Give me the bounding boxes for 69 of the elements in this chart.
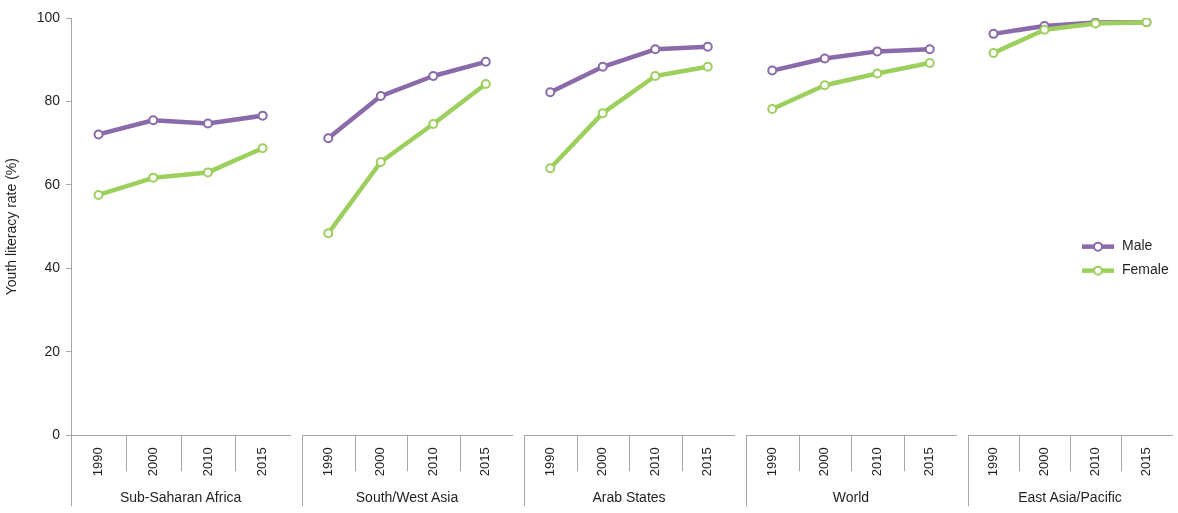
point (428, 71, 439, 81)
x-tick-label: 2000 (372, 447, 388, 477)
y-tick-label: 100 (36, 8, 61, 25)
point (924, 58, 935, 69)
point (702, 61, 713, 72)
legend-label: Female (1122, 261, 1169, 278)
point (148, 115, 159, 126)
x-tick-label: 2010 (199, 447, 215, 477)
point (480, 56, 491, 67)
point (93, 189, 104, 200)
x-tick-label: 2015 (699, 447, 715, 477)
point (428, 118, 439, 129)
point (1039, 24, 1050, 35)
x-axis-title: South/West Asia (355, 489, 459, 506)
legend-label: Male (1122, 237, 1153, 254)
point (597, 61, 608, 72)
x-tick-label: 1990 (319, 447, 335, 477)
point (545, 163, 556, 174)
point (988, 28, 999, 39)
point (545, 87, 556, 98)
point (767, 103, 778, 114)
x-tick-label: 2010 (868, 447, 884, 477)
point (202, 167, 213, 178)
point (257, 110, 268, 121)
point (375, 156, 386, 167)
point (257, 143, 268, 154)
point (480, 78, 491, 89)
point (148, 172, 159, 183)
point (650, 44, 661, 55)
y-tick-label: 20 (44, 342, 61, 359)
point (819, 53, 830, 64)
x-tick-label: 2000 (594, 447, 610, 477)
x-tick-label: 2010 (424, 447, 440, 477)
x-tick-label: 2000 (1036, 447, 1052, 477)
point (93, 129, 104, 140)
x-tick-label: 1990 (763, 447, 779, 477)
x-axis-title: World (832, 489, 870, 506)
x-tick-label: 2000 (144, 447, 160, 477)
y-tick-label: 80 (44, 92, 61, 109)
x-tick-label: 2015 (254, 447, 270, 477)
x-tick-label: 2015 (1138, 447, 1154, 477)
point (819, 80, 830, 91)
x-tick-label: 1990 (541, 447, 557, 477)
x-tick-label: 2015 (921, 447, 937, 477)
x-tick-label: 1990 (985, 447, 1001, 477)
point (988, 48, 999, 59)
x-axis-title: East Asia/Pacific (1018, 489, 1122, 506)
y-axis-title: Youth literacy rate (%) (3, 158, 20, 296)
point (702, 41, 713, 52)
point (323, 133, 334, 144)
point (323, 228, 334, 239)
x-tick-label: 2010 (646, 447, 662, 477)
x-tick-label: 1990 (90, 447, 106, 477)
point (597, 108, 608, 119)
x-tick-label: 2015 (477, 447, 493, 477)
x-axis-title: Arab States (592, 489, 666, 506)
y-tick-label: 0 (52, 426, 61, 443)
point (202, 118, 213, 129)
point (767, 65, 778, 76)
point (650, 71, 661, 81)
x-tick-label: 2010 (1087, 447, 1103, 477)
point (924, 44, 935, 55)
x-axis-title: Sub-Saharan Africa (119, 489, 242, 506)
point (872, 68, 883, 79)
y-tick-label: 40 (44, 259, 61, 276)
point (872, 46, 883, 57)
point (375, 91, 386, 102)
x-tick-label: 2000 (816, 447, 832, 477)
y-tick-label: 60 (44, 175, 61, 192)
